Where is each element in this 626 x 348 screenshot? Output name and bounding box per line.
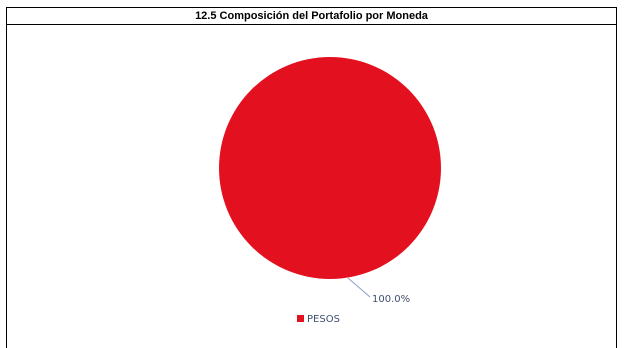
legend-label-pesos: PESOS [307,314,340,325]
pie-slices [219,57,441,279]
pie-slice-pesos [219,57,441,279]
legend-swatch-pesos [297,315,304,322]
chart-title: 12.5 Composición del Portafolio por Mone… [6,7,617,25]
frame-border-right [616,7,617,348]
data-label-leader-line [347,277,371,298]
data-label-pesos: 100.0% [372,294,410,305]
frame-border-left [6,7,7,348]
